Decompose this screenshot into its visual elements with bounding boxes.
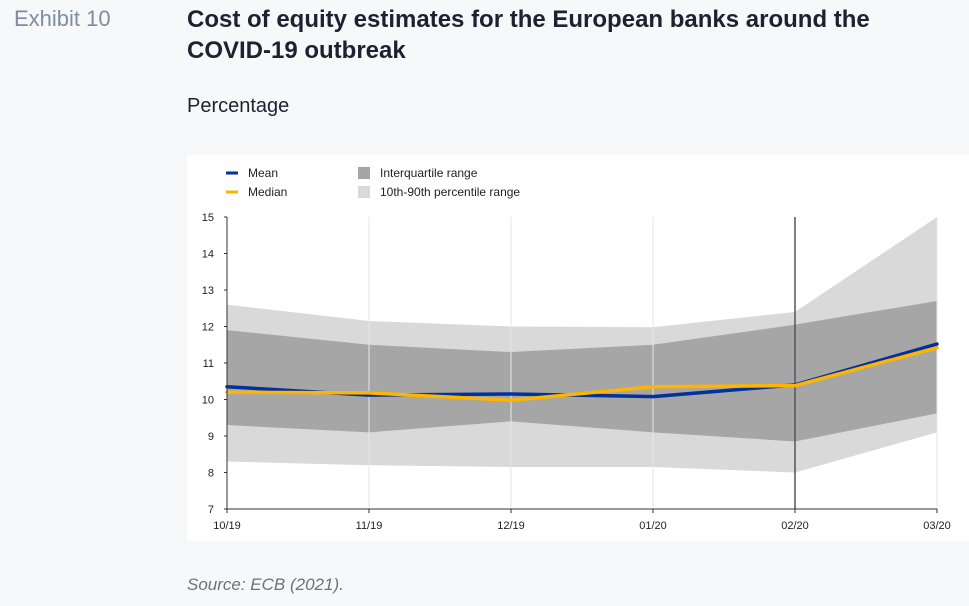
x-tick-label: 11/19 bbox=[356, 520, 383, 532]
y-tick-label: 15 bbox=[202, 212, 214, 224]
legend-swatch-interquartile-range bbox=[358, 167, 370, 179]
chart-title: Cost of equity estimates for the Europea… bbox=[187, 6, 870, 64]
chart-subtitle: Percentage bbox=[187, 95, 290, 117]
band-interquartile-range bbox=[227, 300, 937, 442]
y-tick-label: 14 bbox=[202, 249, 214, 261]
x-tick-label: 03/20 bbox=[923, 520, 951, 532]
legend-swatch-10th-90th-percentile-range bbox=[358, 186, 370, 198]
gridlines bbox=[368, 217, 938, 509]
y-tick-label: 7 bbox=[208, 504, 214, 516]
legend: Mean Median Interquartile range 10th-90th p… bbox=[226, 166, 520, 199]
legend-label-10th-90th-percentile-range: 10th-90th percentile range bbox=[380, 185, 520, 199]
x-tick-label: 02/20 bbox=[781, 520, 809, 532]
y-tick-label: 13 bbox=[202, 285, 214, 297]
line-median bbox=[225, 345, 939, 402]
x-tick-label: 01/20 bbox=[639, 520, 667, 532]
series-lines bbox=[225, 217, 939, 509]
chart-svg: Mean Median Interquartile range 10th-90th p… bbox=[202, 166, 951, 532]
y-tick-label: 11 bbox=[203, 358, 214, 370]
legend-label-mean: Mean bbox=[248, 166, 278, 180]
legend-label-interquartile-range: Interquartile range bbox=[380, 166, 478, 180]
source-note: Source: ECB (2021). bbox=[187, 575, 344, 594]
x-tick-label: 12/19 bbox=[497, 520, 525, 532]
range-bands bbox=[227, 217, 937, 473]
axes: 7 8 9 10 11 12 13 14 15 10/19 11/19 12/19 01/20 02/20… bbox=[202, 212, 951, 532]
legend-label-median: Median bbox=[248, 185, 287, 199]
y-tick-label: 10 bbox=[202, 395, 214, 407]
exhibit-label: Exhibit 10 bbox=[14, 6, 111, 31]
x-tick-label: 10/19 bbox=[213, 520, 241, 532]
y-tick-label: 9 bbox=[208, 431, 214, 443]
y-tick-label: 8 bbox=[208, 468, 214, 480]
y-tick-label: 12 bbox=[202, 322, 214, 334]
chart-container: Mean Median Interquartile range 10th-90th p… bbox=[187, 155, 969, 541]
